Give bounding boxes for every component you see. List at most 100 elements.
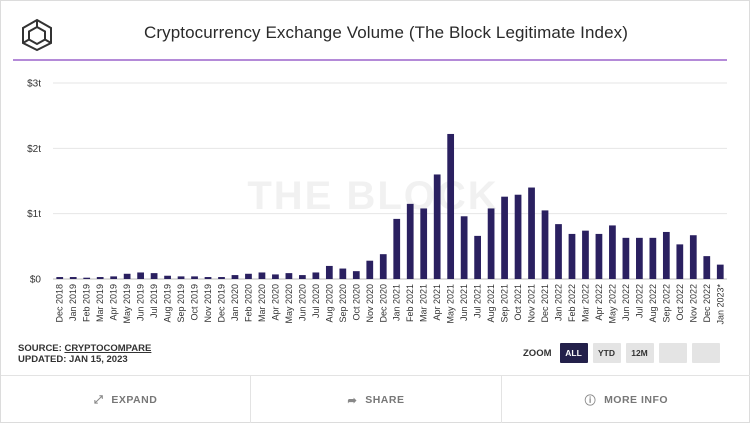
bar[interactable] [447, 133, 455, 279]
bar[interactable] [568, 233, 576, 279]
expand-label: EXPAND [111, 394, 158, 406]
x-tick-label: May 2022 [607, 284, 617, 324]
x-tick-label: Jun 2020 [297, 284, 307, 321]
bar[interactable] [501, 196, 508, 279]
bar[interactable] [56, 277, 64, 279]
zoom-12m-button[interactable]: 12M [625, 343, 654, 363]
bar[interactable] [231, 275, 239, 279]
chart-title: Cryptocurrency Exchange Volume (The Bloc… [143, 23, 629, 42]
bar[interactable] [352, 271, 360, 279]
bar[interactable] [379, 254, 387, 279]
bar[interactable] [703, 256, 711, 279]
bar[interactable] [662, 231, 670, 279]
bar[interactable] [312, 272, 320, 279]
zoom-ytd-button[interactable]: YTD [592, 343, 621, 363]
bar[interactable] [676, 244, 684, 279]
bar[interactable] [325, 265, 333, 279]
x-tick-label: Aug 2019 [163, 284, 173, 323]
x-tick-label: Feb 2021 [405, 284, 415, 322]
bar[interactable] [433, 174, 441, 279]
zoom-blank-button-2[interactable] [691, 343, 720, 363]
x-tick-label: Feb 2020 [243, 284, 253, 322]
x-tick-label: Mar 2019 [95, 284, 105, 322]
bar[interactable] [191, 276, 198, 279]
bar[interactable] [460, 216, 468, 279]
x-tick-label: May 2021 [446, 284, 456, 324]
bar[interactable] [582, 230, 589, 279]
y-tick-label: $0 [30, 275, 42, 286]
x-tick-label: Dec 2021 [540, 284, 550, 323]
x-tick-label: Jan 2022 [554, 284, 564, 321]
x-tick-label: Jun 2021 [459, 284, 469, 321]
bar[interactable] [299, 275, 306, 279]
bar[interactable] [164, 275, 171, 279]
zoom-blank-button-1[interactable] [658, 343, 687, 363]
more-info-label: MORE INFO [604, 394, 669, 406]
chart-area: THE BLOCK $0 $1t $2t $3t Dec 2018 Jan 2019 Fe… [1, 61, 750, 341]
x-tick-label: May 2020 [284, 284, 294, 324]
x-tick-label: Aug 2021 [486, 284, 496, 323]
bar[interactable] [272, 274, 279, 279]
bar[interactable] [636, 237, 643, 279]
bar[interactable] [69, 277, 77, 279]
bar[interactable] [245, 273, 252, 279]
bar[interactable] [622, 237, 630, 279]
bar[interactable] [609, 225, 616, 279]
bar[interactable] [339, 268, 347, 279]
x-tick-label: Apr 2021 [432, 284, 442, 321]
more-info-button[interactable]: ⓘ MORE INFO [502, 376, 750, 423]
x-tick-label: Aug 2022 [648, 284, 658, 323]
bar[interactable] [96, 277, 104, 279]
x-tick-label: Nov 2020 [365, 284, 375, 323]
share-button[interactable]: ➦ SHARE [251, 376, 502, 423]
x-tick-label: Mar 2020 [257, 284, 267, 322]
bar[interactable] [137, 272, 144, 279]
info-circle-icon: ⓘ [584, 395, 597, 407]
bar[interactable] [110, 276, 118, 279]
bar[interactable] [406, 203, 414, 279]
x-tick-label: Jul 2019 [149, 284, 159, 318]
bar[interactable] [474, 235, 481, 279]
bar[interactable] [150, 273, 158, 279]
zoom-all-button[interactable]: ALL [559, 343, 588, 363]
x-tick-label: Dec 2019 [217, 284, 227, 323]
bar[interactable] [204, 277, 212, 279]
bar[interactable] [420, 208, 428, 279]
x-tick-label: Apr 2020 [270, 284, 280, 321]
x-tick-label: Oct 2019 [190, 284, 200, 321]
bar[interactable] [83, 277, 91, 279]
bar[interactable] [285, 273, 293, 279]
x-tick-label: Jan 2023* [715, 284, 725, 325]
x-tick-label: Jan 2021 [392, 284, 402, 321]
zoom-controls: ZOOM ALL YTD 12M [523, 342, 720, 364]
footer-actions: ⤢ EXPAND ➦ SHARE ⓘ MORE INFO [1, 375, 750, 423]
bar[interactable] [689, 235, 697, 279]
bar[interactable] [541, 210, 549, 279]
expand-arrows-icon: ⤢ [94, 393, 104, 406]
watermark: THE BLOCK [247, 174, 498, 218]
bar[interactable] [123, 273, 131, 279]
bar[interactable] [177, 276, 185, 279]
cube-logo-icon [22, 18, 52, 52]
bar[interactable] [528, 187, 535, 279]
bar-chart: THE BLOCK $0 $1t $2t $3t Dec 2018 Jan 2019 Fe… [27, 79, 727, 325]
bar[interactable] [393, 218, 401, 279]
x-tick-label: Nov 2022 [688, 284, 698, 323]
bar[interactable] [514, 194, 522, 279]
y-tick-label: $1t [27, 209, 41, 220]
bar[interactable] [258, 272, 266, 279]
source-link[interactable]: CRYPTOCOMPARE [64, 343, 152, 354]
expand-button[interactable]: ⤢ EXPAND [1, 376, 252, 423]
x-tick-label: Dec 2020 [378, 284, 388, 323]
source-label: SOURCE: [18, 343, 62, 354]
bar[interactable] [649, 237, 657, 279]
bar[interactable] [487, 208, 495, 279]
share-label: SHARE [365, 394, 405, 406]
bar[interactable] [716, 264, 724, 279]
bar[interactable] [595, 233, 603, 279]
updated-date: UPDATED: JAN 15, 2023 [18, 354, 128, 365]
bar[interactable] [366, 260, 374, 279]
bar[interactable] [555, 224, 562, 279]
bar[interactable] [218, 277, 225, 279]
